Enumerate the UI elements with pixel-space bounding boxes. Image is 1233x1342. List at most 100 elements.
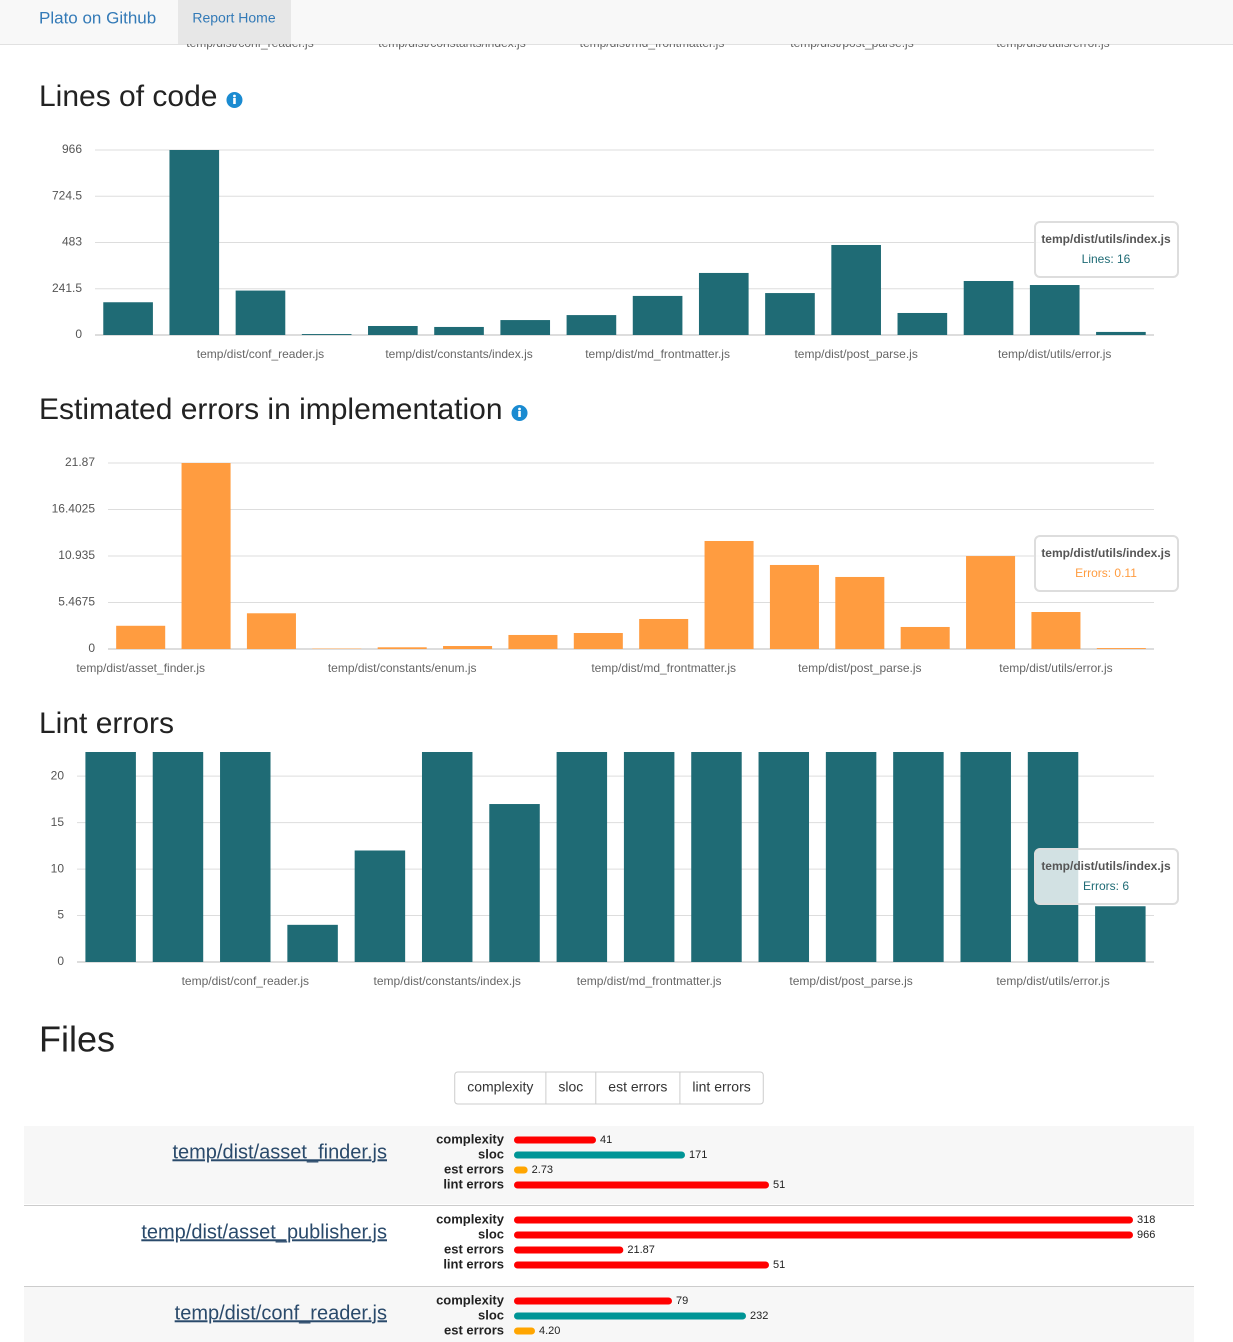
chart-title: Estimated errors in implementation <box>39 393 503 426</box>
bar <box>835 576 885 649</box>
tooltip-title: temp/dist/utils/index.js <box>1041 232 1171 246</box>
y-tick-label: 10 <box>51 861 65 875</box>
metric-label: lint errors <box>443 1176 504 1191</box>
plot <box>103 150 1146 335</box>
sort-group <box>454 1071 764 1105</box>
sort-button-label[interactable]: est errors <box>608 1079 667 1095</box>
files-title: Files <box>39 1019 115 1060</box>
info-icon-dot <box>518 407 521 411</box>
bar <box>354 850 406 962</box>
file-link[interactable]: temp/dist/asset_publisher.js <box>141 1221 387 1243</box>
cut-label: temp/dist/constants/index.js <box>378 36 525 50</box>
metric-label: sloc <box>478 1307 504 1322</box>
metric-bar <box>514 1216 1133 1224</box>
metric-bar <box>514 1136 596 1144</box>
bar <box>966 556 1016 649</box>
sort-button-label[interactable]: complexity <box>467 1079 533 1095</box>
bar <box>1096 648 1146 649</box>
sort-button-label[interactable]: sloc <box>558 1079 583 1095</box>
file-row <box>24 1126 1194 1204</box>
metric-value: 4.20 <box>539 1325 560 1337</box>
y-tick-label: 483 <box>62 235 82 249</box>
metric-value: 51 <box>773 1179 785 1191</box>
bar <box>698 272 749 335</box>
x-tick-label: temp/dist/utils/error.js <box>996 974 1109 988</box>
metric-bar <box>514 1327 535 1335</box>
tooltip-title: temp/dist/utils/index.js <box>1041 859 1171 873</box>
bar <box>566 315 617 335</box>
bar <box>116 625 166 649</box>
metric-value: 232 <box>750 1310 768 1322</box>
bar <box>691 752 742 962</box>
bar <box>960 752 1011 962</box>
file-link[interactable]: temp/dist/conf_reader.js <box>175 1302 387 1324</box>
metric-value: 79 <box>676 1295 688 1307</box>
sort-button-label[interactable]: lint errors <box>692 1079 750 1095</box>
chart-title: Lint errors <box>39 707 174 740</box>
bar <box>434 326 484 335</box>
bar <box>758 752 810 962</box>
file-link[interactable]: temp/dist/asset_finder.js <box>172 1141 387 1163</box>
y-tick-label: 0 <box>88 641 95 655</box>
x-tick-label: temp/dist/constants/enum.js <box>328 661 477 675</box>
tooltip <box>1034 535 1179 592</box>
bar <box>169 150 220 335</box>
info-icon-dot <box>233 94 236 98</box>
info-icon-bar <box>518 411 521 417</box>
cut-label: temp/dist/conf_reader.js <box>186 36 313 50</box>
metric-bar <box>514 1246 624 1254</box>
bar <box>900 626 950 649</box>
chart-title: Lines of code <box>39 80 217 113</box>
y-tick-label: 20 <box>51 768 65 782</box>
bar <box>235 290 286 335</box>
metric-value: 966 <box>1137 1229 1155 1241</box>
metric-label: sloc <box>478 1146 504 1161</box>
bar <box>1031 612 1081 649</box>
tooltip <box>1034 848 1179 905</box>
metric-bar <box>514 1312 746 1320</box>
metric-value: 2.73 <box>532 1164 553 1176</box>
bar <box>287 924 338 962</box>
bar <box>632 295 683 335</box>
metric-value: 171 <box>689 1149 707 1161</box>
y-tick-label: 724.5 <box>52 188 82 202</box>
metric-bar <box>514 1231 1133 1239</box>
x-tick-label: temp/dist/md_frontmatter.js <box>585 347 730 361</box>
metric-value: 41 <box>600 1134 612 1146</box>
metric-value: 21.87 <box>627 1244 655 1256</box>
y-tick-label: 241.5 <box>52 281 82 295</box>
x-tick-label: temp/dist/utils/error.js <box>999 661 1112 675</box>
bar <box>769 564 819 649</box>
bar <box>246 613 296 649</box>
y-tick-label: 5 <box>57 908 64 922</box>
metric-bar <box>514 1166 528 1174</box>
cut-label: temp/dist/post_parse.js <box>790 36 913 50</box>
nav-link[interactable]: Report Home <box>192 10 275 26</box>
metric-label: sloc <box>478 1226 504 1241</box>
brand[interactable]: Plato on Github <box>39 8 156 27</box>
bar <box>152 752 204 962</box>
bar <box>443 646 493 649</box>
bar <box>181 463 231 649</box>
y-tick-label: 5.4675 <box>58 595 95 609</box>
bar <box>897 312 948 335</box>
tooltip-text: Errors: 6 <box>1083 879 1129 893</box>
y-tick-label: 10.935 <box>58 548 95 562</box>
cut-label: temp/dist/md_frontmatter.js <box>580 36 725 50</box>
bar <box>825 752 877 962</box>
bar <box>1095 906 1146 962</box>
plot <box>116 463 1146 649</box>
bar <box>500 320 551 335</box>
tooltip-text: Lines: 16 <box>1082 252 1131 266</box>
metric-label: est errors <box>444 1322 504 1337</box>
metric-label: complexity <box>436 1131 505 1146</box>
y-tick-label: 966 <box>62 142 82 156</box>
bar <box>85 752 136 962</box>
bar <box>301 334 352 335</box>
tooltip <box>1034 221 1179 278</box>
x-tick-label: temp/dist/conf_reader.js <box>197 347 324 361</box>
x-tick-label: temp/dist/constants/index.js <box>385 347 532 361</box>
bar <box>1096 331 1146 335</box>
